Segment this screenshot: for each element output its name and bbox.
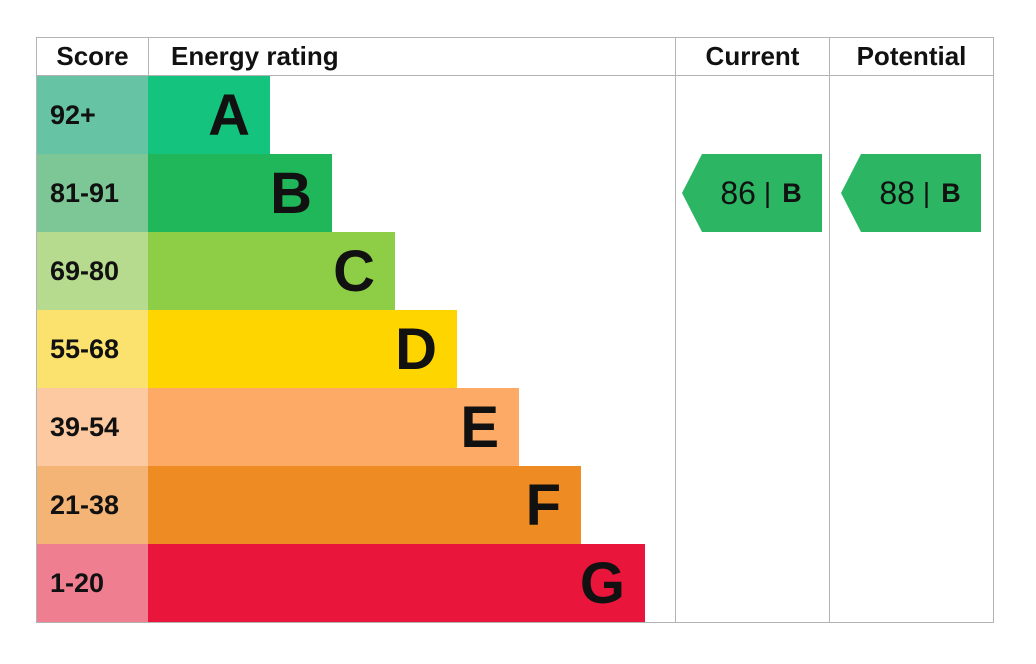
epc-rating-chart: Score Energy rating Current Potential 92…	[36, 37, 994, 623]
header-score: Score	[56, 41, 129, 71]
score-cell: 55-68	[37, 310, 148, 388]
band-bar: D	[148, 310, 457, 388]
score-cell: 69-80	[37, 232, 148, 310]
score-range-label: 69-80	[50, 255, 120, 286]
band-letter: A	[208, 82, 250, 148]
header-energy-rating: Energy rating	[148, 38, 675, 75]
band-letter: F	[525, 472, 561, 538]
band-letter: C	[333, 238, 375, 304]
band-bar: C	[148, 232, 395, 310]
band-bar: F	[148, 466, 581, 544]
current-rating-separator: |	[763, 177, 772, 208]
score-range-label: 21-38	[50, 489, 120, 520]
current-rating-value: 86	[720, 174, 756, 211]
band-bar: B	[148, 154, 332, 232]
chart-header-row: Score Energy rating Current Potential	[37, 38, 993, 76]
band-row: 55-68 D	[37, 310, 993, 388]
band-row: 92+ A	[37, 76, 993, 154]
potential-rating-band: B	[941, 177, 961, 208]
header-current: Current	[675, 38, 829, 75]
band-row: 81-91 B	[37, 154, 993, 232]
score-range-label: 55-68	[50, 333, 120, 364]
score-cell: 81-91	[37, 154, 148, 232]
band-bar: E	[148, 388, 519, 466]
current-rating-arrow: 86 | B	[682, 154, 822, 232]
potential-rating-value: 88	[879, 174, 915, 211]
band-letter: E	[460, 394, 499, 460]
band-rows: 92+ A 81-91 B 69-80 C 55-68 D 39-54	[37, 76, 993, 622]
potential-rating-arrow: 88 | B	[841, 154, 981, 232]
score-cell: 21-38	[37, 466, 148, 544]
band-letter: B	[270, 160, 312, 226]
score-cell: 1-20	[37, 544, 148, 622]
band-row: 39-54 E	[37, 388, 993, 466]
band-row: 69-80 C	[37, 232, 993, 310]
score-cell: 39-54	[37, 388, 148, 466]
score-range-label: 1-20	[50, 567, 105, 598]
band-row: 1-20 G	[37, 544, 993, 622]
band-letter: G	[579, 550, 625, 616]
score-range-label: 92+	[50, 99, 96, 130]
band-row: 21-38 F	[37, 466, 993, 544]
score-range-label: 39-54	[50, 411, 120, 442]
band-bar: A	[148, 76, 270, 154]
header-potential: Potential	[829, 38, 993, 75]
band-letter: D	[395, 316, 437, 382]
score-range-label: 81-91	[50, 177, 120, 208]
band-bar: G	[148, 544, 645, 622]
potential-rating-separator: |	[922, 177, 931, 208]
score-cell: 92+	[37, 76, 148, 154]
current-rating-band: B	[782, 177, 802, 208]
